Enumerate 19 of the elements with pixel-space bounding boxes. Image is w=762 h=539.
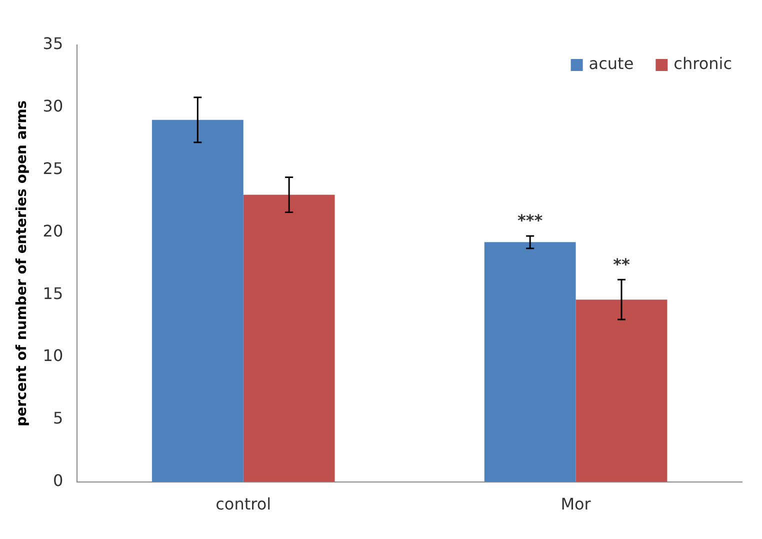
y-tick-label: 10	[42, 346, 64, 366]
annotation: **	[613, 254, 630, 274]
y-tick-label: 5	[52, 408, 64, 428]
y-tick-label: 15	[42, 284, 64, 303]
y-tick-label: 35	[42, 34, 64, 54]
y-axis-title: percent of number of enteries open arms	[14, 100, 30, 426]
y-tick-label: 30	[42, 96, 64, 116]
x-tick-label: Mor	[560, 494, 592, 514]
bar	[484, 242, 576, 482]
x-tick-label: control	[216, 494, 272, 514]
annotation: ***	[518, 211, 544, 230]
y-tick-label: 25	[42, 158, 64, 178]
bar	[243, 194, 335, 482]
legend-label: acute	[588, 54, 634, 74]
legend-label: chronic	[674, 54, 732, 74]
y-tick-label: 0	[52, 470, 64, 490]
y-tick-label: 20	[42, 221, 64, 240]
bar	[152, 120, 244, 482]
bar	[576, 300, 668, 482]
